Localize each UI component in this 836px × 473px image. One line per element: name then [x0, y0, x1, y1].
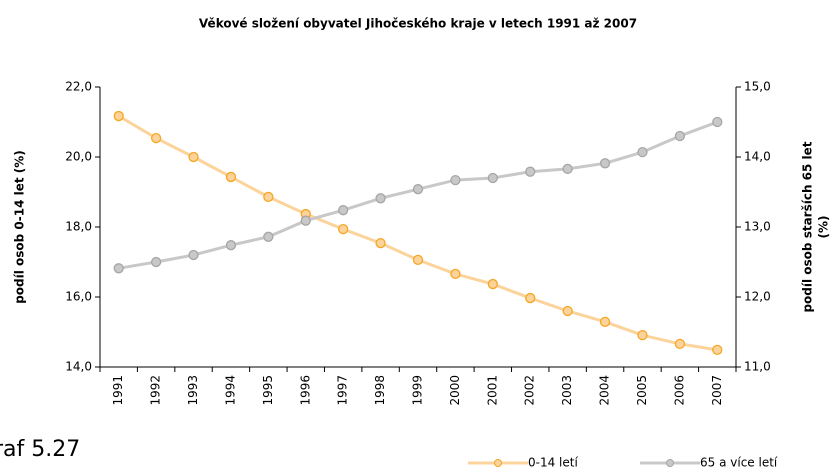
x-tick-label: 1995	[261, 375, 275, 406]
point	[525, 292, 536, 304]
point	[263, 191, 274, 203]
point	[188, 249, 199, 261]
x-tick-label: 1999	[411, 375, 425, 406]
y-axis-label: podíl osob 0-14 let (%)	[13, 150, 27, 304]
y-tick-label: 22,0	[65, 80, 92, 94]
point	[263, 231, 274, 242]
point	[674, 338, 686, 350]
point	[113, 110, 124, 122]
legend-marker	[666, 459, 674, 467]
point	[712, 344, 723, 356]
x-tick-label: 1997	[336, 375, 350, 406]
point	[412, 254, 424, 266]
point	[225, 240, 237, 251]
x-tick-label: 1991	[111, 375, 125, 406]
point	[338, 223, 349, 235]
point	[674, 130, 686, 142]
point	[150, 132, 162, 144]
legend-label: 65 a více letí	[700, 456, 778, 470]
y2-tick-label: 14,0	[744, 150, 771, 164]
x-tick-label: 2002	[523, 375, 537, 406]
x-tick-label: 2006	[672, 375, 686, 406]
x-tick-label: 2004	[598, 375, 612, 406]
point	[562, 305, 573, 317]
point	[375, 237, 386, 249]
y-tick-label: 14,0	[65, 360, 92, 374]
point	[599, 316, 611, 328]
caption: raf 5.27	[0, 437, 80, 462]
point	[637, 329, 648, 341]
point	[637, 146, 648, 158]
chart-title: Věkové složení obyvatel Jihočeského kraj…	[199, 17, 637, 31]
x-tick-label: 2005	[635, 375, 649, 406]
legend-label: 0-14 letí	[528, 456, 578, 470]
y-tick-label: 20,0	[65, 150, 92, 164]
y2-tick-label: 11,0	[744, 360, 771, 374]
point	[300, 215, 311, 226]
point	[712, 116, 723, 128]
point	[375, 193, 386, 204]
x-tick-label: 1992	[149, 375, 163, 406]
point	[487, 278, 498, 290]
point	[487, 172, 498, 184]
point	[338, 205, 349, 216]
series-line	[118, 120, 718, 270]
y2-axis-label: (%)	[817, 216, 831, 239]
x-tick-label: 2000	[448, 375, 462, 406]
legend-marker	[494, 459, 502, 467]
x-tick-label: 1998	[373, 375, 387, 406]
y2-axis-label: podíl osob starších 65 let	[801, 141, 815, 312]
x-tick-label: 2001	[485, 375, 499, 406]
series-line	[117, 114, 718, 352]
point	[525, 166, 536, 177]
point	[412, 184, 424, 195]
point	[562, 163, 573, 175]
point	[450, 174, 461, 186]
point	[225, 171, 237, 183]
x-tick-label: 2007	[710, 375, 724, 406]
x-tick-label: 1996	[298, 375, 312, 406]
x-tick-label: 2003	[560, 375, 574, 406]
point	[450, 268, 461, 280]
point	[599, 158, 611, 169]
x-tick-label: 1994	[223, 375, 237, 406]
point	[113, 263, 124, 274]
point	[150, 256, 162, 268]
y-tick-label: 18,0	[65, 220, 92, 234]
y2-tick-label: 15,0	[744, 80, 771, 94]
point	[188, 151, 199, 163]
y2-tick-label: 12,0	[744, 290, 771, 304]
y-tick-label: 16,0	[65, 290, 92, 304]
x-tick-label: 1993	[186, 375, 200, 406]
y2-tick-label: 13,0	[744, 220, 771, 234]
